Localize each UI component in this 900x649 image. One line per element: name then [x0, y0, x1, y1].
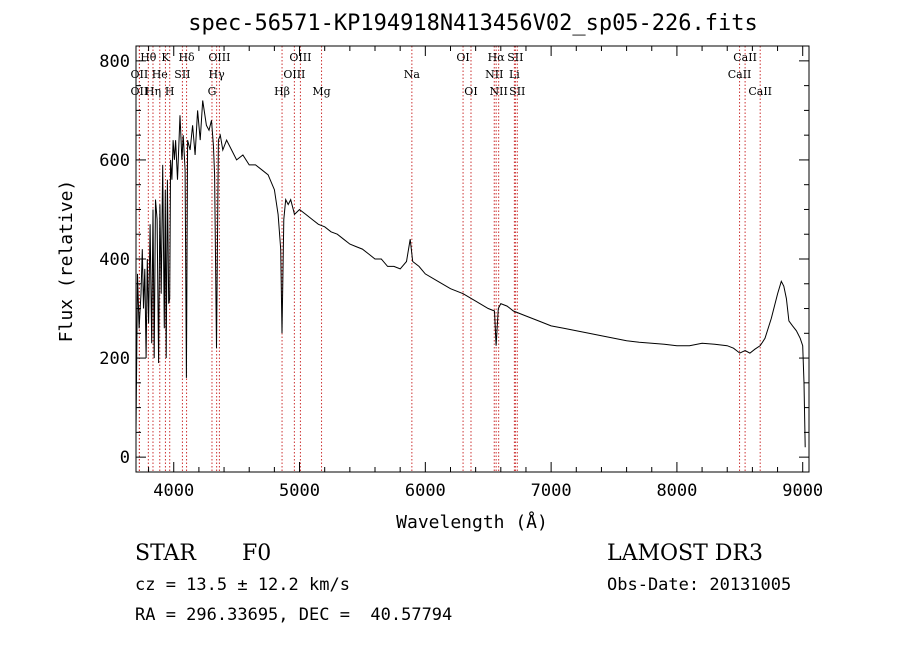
- line-marker-label: SII: [507, 51, 523, 64]
- line-marker-label: K: [161, 51, 170, 64]
- line-marker-label: OI: [456, 51, 469, 64]
- line-marker-label: NII: [490, 85, 508, 98]
- object-subclass: F0: [242, 541, 271, 566]
- line-marker-label: CaII: [748, 85, 772, 98]
- axis-ticks: [136, 46, 809, 472]
- line-marker-label: OII: [131, 85, 149, 98]
- line-marker-label: OIII: [283, 68, 305, 81]
- y-tick-label: 0: [120, 448, 130, 468]
- line-marker-label: NII: [485, 68, 503, 81]
- line-marker-label: Hη: [145, 85, 161, 98]
- y-tick-label: 200: [99, 349, 130, 369]
- x-tick-label: 8000: [656, 481, 697, 501]
- line-marker-label: Hα: [488, 51, 506, 64]
- y-tick-label: 600: [99, 151, 130, 171]
- y-tick-label: 800: [99, 52, 130, 72]
- x-tick-label: 5000: [279, 481, 320, 501]
- x-tick-label: 6000: [405, 481, 446, 501]
- line-marker-label: Hβ: [274, 85, 290, 98]
- object-class: STAR: [135, 541, 197, 566]
- x-tick-labels: 4000 5000 6000 7000 8000 9000: [153, 481, 823, 501]
- y-tick-label: 400: [99, 250, 130, 270]
- line-marker-label: OIII: [289, 51, 311, 64]
- line-marker-label: Na: [404, 68, 421, 81]
- line-marker-label: G: [208, 85, 217, 98]
- line-marker-label: OII: [131, 68, 149, 81]
- line-marker-label: Mg: [312, 85, 330, 98]
- line-marker-label: SII: [174, 68, 190, 81]
- y-tick-labels: 0 200 400 600 800: [99, 52, 130, 468]
- x-axis-label: Wavelength (Å): [396, 511, 548, 533]
- line-marker-label: OIII: [208, 51, 230, 64]
- coordinates-text: RA = 296.33695, DEC = 40.57794: [135, 605, 452, 625]
- line-marker-label: Hδ: [178, 51, 195, 64]
- y-axis-label: Flux (relative): [56, 180, 77, 343]
- line-marker-label: Hθ: [140, 51, 157, 64]
- line-marker-label: OI: [464, 85, 477, 98]
- survey-name: LAMOST DR3: [607, 541, 763, 566]
- line-marker-label: CaII: [733, 51, 757, 64]
- line-marker-label: H: [165, 85, 175, 98]
- line-marker-labels: OII OII Hθ Hη He K SII Hδ H OIII Hγ G Hβ OIII OIII Mg Na…: [131, 51, 772, 98]
- obs-date: Obs-Date: 20131005: [607, 575, 791, 595]
- line-marker-label: SII: [509, 85, 525, 98]
- line-markers: [138, 46, 761, 472]
- x-tick-label: 9000: [782, 481, 823, 501]
- x-tick-label: 4000: [153, 481, 194, 501]
- chart-title: spec-56571-KP194918N413456V02_sp05-226.f…: [188, 11, 758, 36]
- line-marker-label: He: [152, 68, 168, 81]
- redshift-text: cz = 13.5 ± 12.2 km/s: [135, 575, 350, 595]
- spectrum-series-line: [135, 100, 806, 448]
- line-marker-label: Hγ: [209, 68, 226, 81]
- line-marker-label: Li: [509, 68, 520, 81]
- plot-frame: [135, 45, 810, 473]
- line-marker-label: CaII: [728, 68, 752, 81]
- x-tick-label: 7000: [531, 481, 572, 501]
